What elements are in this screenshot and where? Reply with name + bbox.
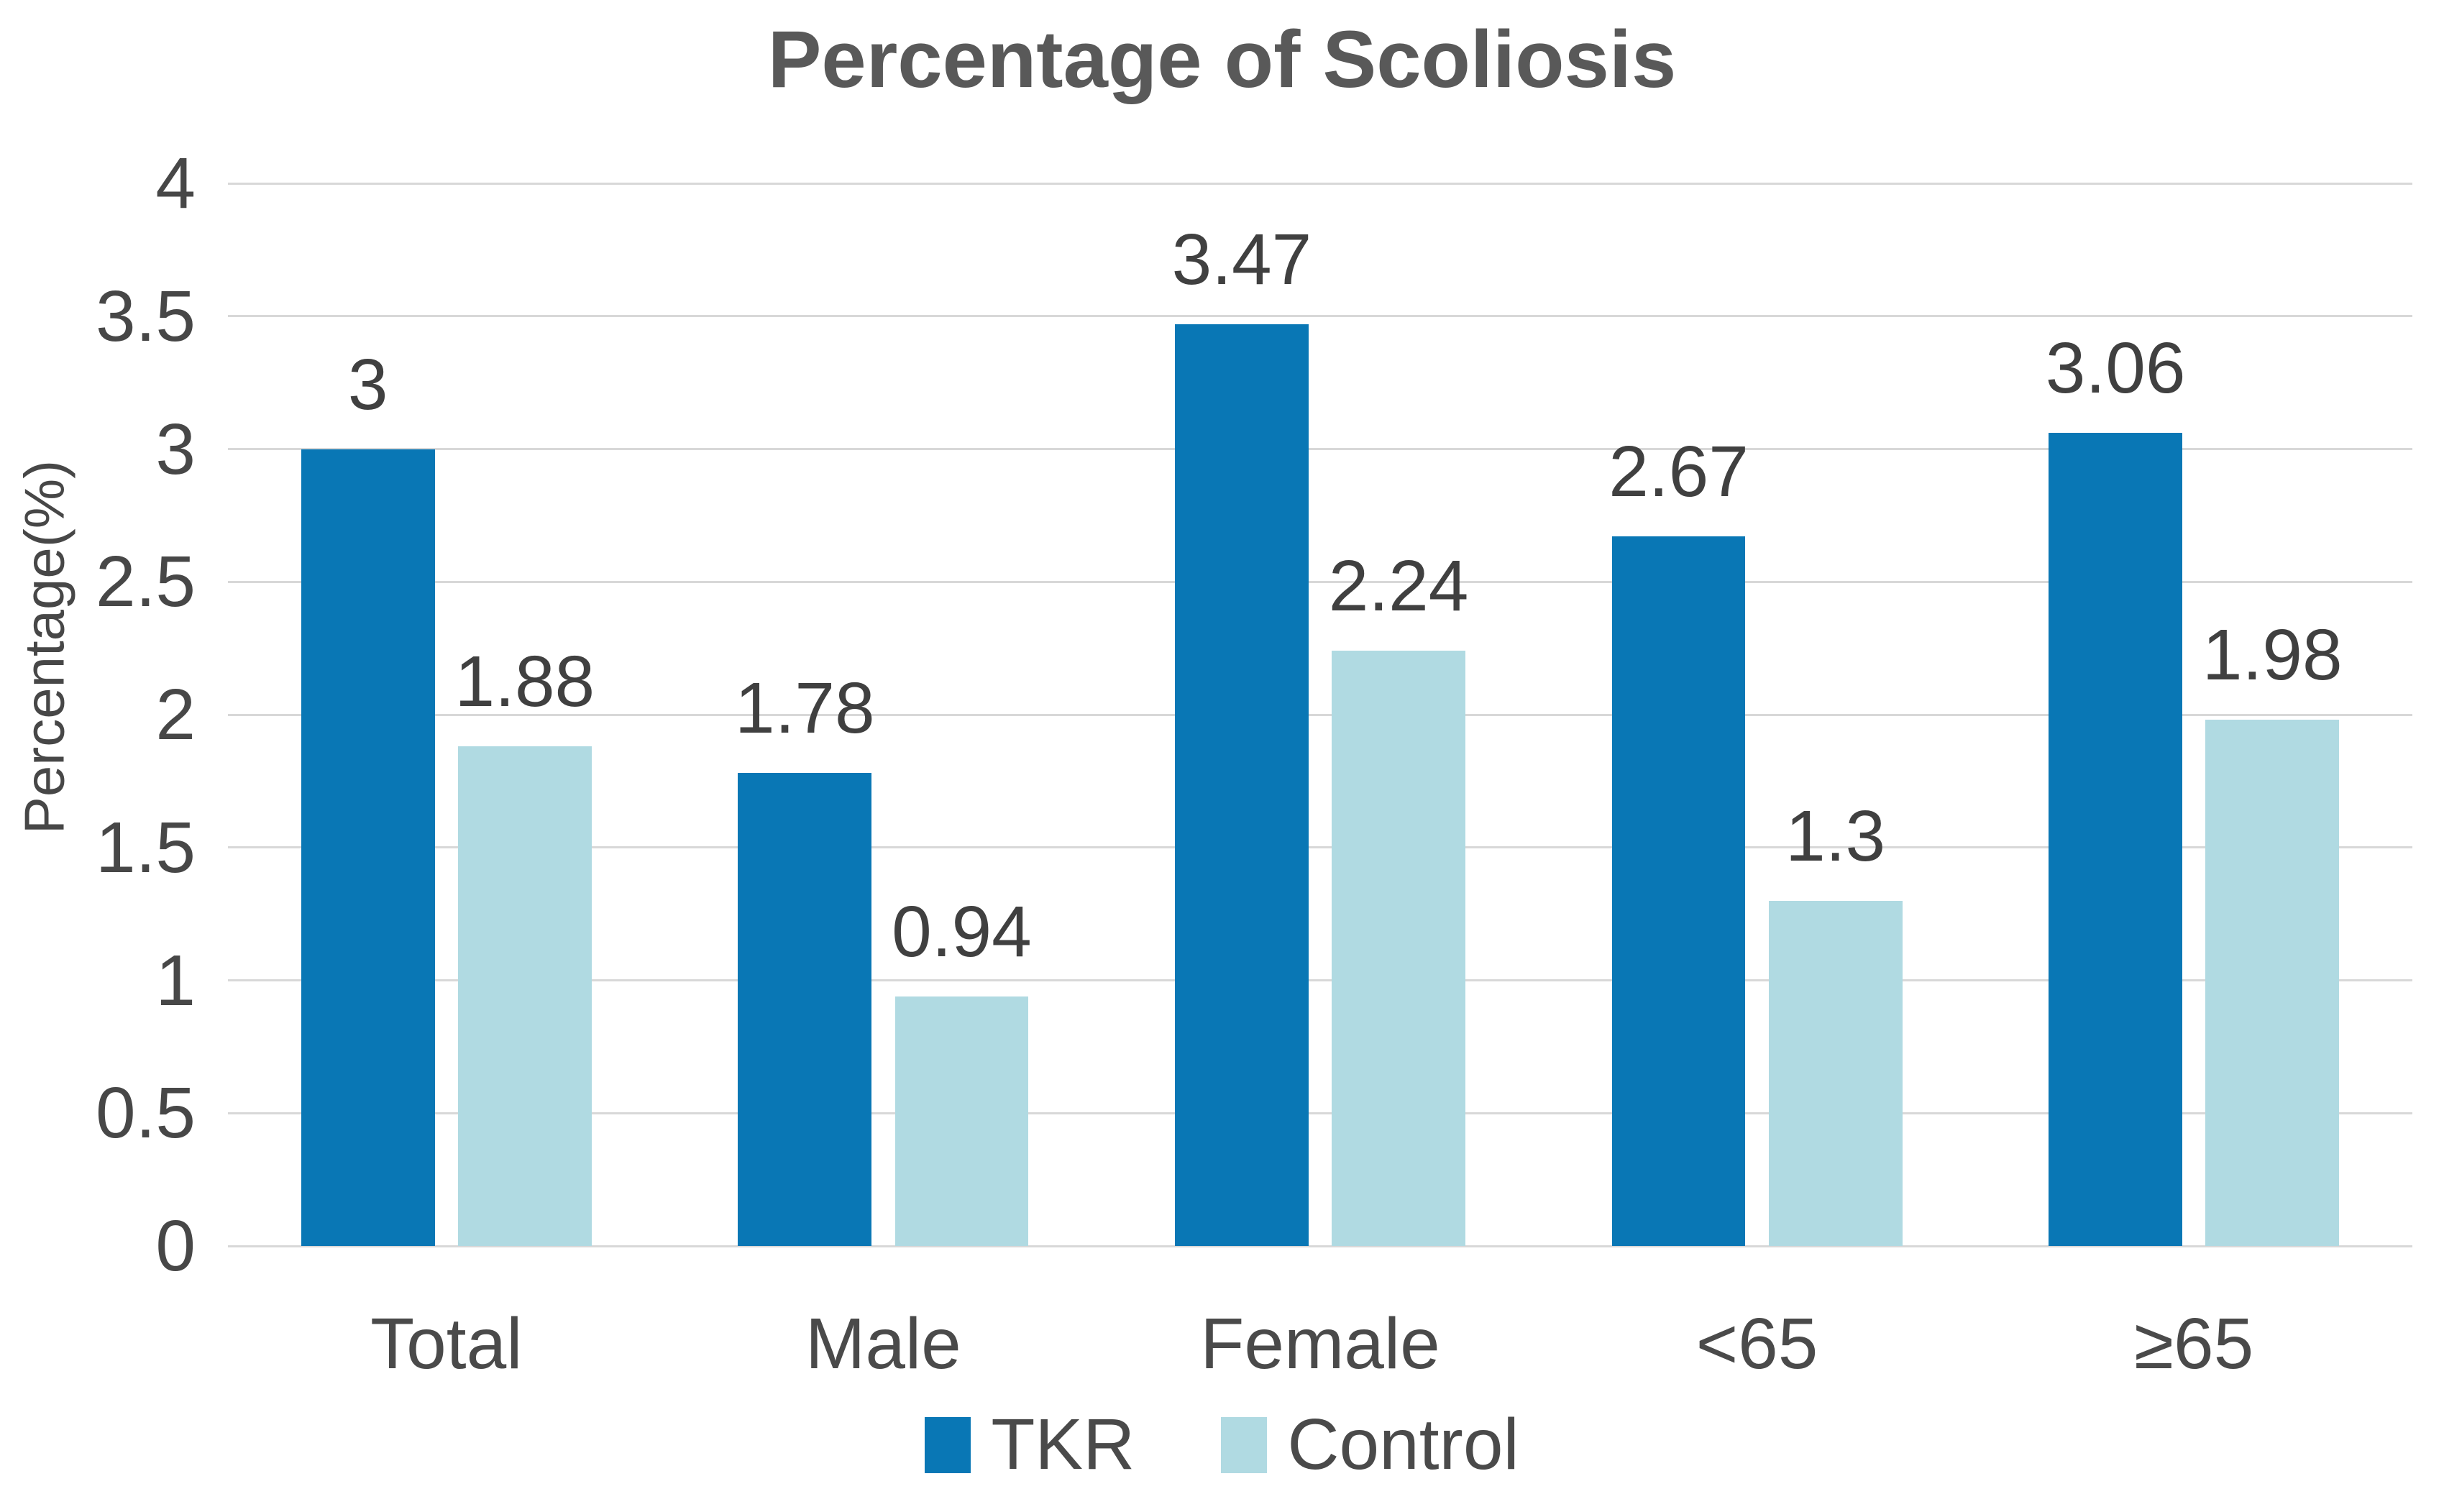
legend-label: TKR <box>991 1404 1135 1485</box>
category-label-≥65: ≥65 <box>2134 1303 2254 1384</box>
y-tick-label: 3 <box>155 408 196 490</box>
bar-control-male <box>894 996 1029 1246</box>
bar-control-female <box>1332 651 1466 1246</box>
legend: TKR Control <box>0 1403 2444 1486</box>
legend-swatch-control <box>1221 1416 1268 1473</box>
bar-tkr-<65 <box>1611 536 1746 1246</box>
y-tick-label: 3.5 <box>95 275 196 357</box>
category-label-male: Male <box>805 1303 961 1384</box>
y-tick-label: 1 <box>155 940 196 1021</box>
bar-tkr-male <box>738 773 872 1246</box>
gridline <box>228 1245 2412 1247</box>
gridline <box>228 979 2412 981</box>
gridline <box>228 315 2412 318</box>
bar-value-label: 2.67 <box>1608 431 1749 513</box>
bar-tkr-≥65 <box>2049 433 2183 1246</box>
category-label-female: Female <box>1200 1303 1440 1384</box>
y-tick-label: 0 <box>155 1206 196 1286</box>
y-axis-title: Percentage(%) <box>12 459 76 835</box>
y-tick-label: 2 <box>155 674 196 755</box>
gridline <box>228 182 2412 185</box>
bar-value-label: 3.47 <box>1171 219 1312 300</box>
bar-value-label: 0.94 <box>892 891 1032 972</box>
bar-control-≥65 <box>2205 720 2340 1246</box>
gridline <box>228 448 2412 450</box>
bar-value-label: 3 <box>347 344 388 425</box>
gridline <box>228 713 2412 716</box>
bar-value-label: 1.88 <box>454 641 595 723</box>
bar-control-total <box>457 746 592 1246</box>
legend-item-tkr: TKR <box>925 1403 1135 1486</box>
y-tick-label: 4 <box>155 143 196 224</box>
chart-title: Percentage of Scoliosis <box>767 14 1677 104</box>
bar-value-label: 1.78 <box>735 668 875 749</box>
category-label-<65: <65 <box>1695 1303 1818 1384</box>
gridline <box>228 580 2412 583</box>
gridline <box>228 1112 2412 1114</box>
bar-value-label: 1.3 <box>1785 795 1886 876</box>
bar-value-label: 3.06 <box>2045 328 2186 409</box>
gridline <box>228 846 2412 849</box>
y-tick-label: 2.5 <box>95 541 196 623</box>
bar-tkr-female <box>1174 324 1309 1246</box>
bar-tkr-total <box>301 449 435 1246</box>
category-label-total: Total <box>370 1303 523 1384</box>
legend-swatch-tkr <box>925 1416 971 1473</box>
bar-control-<65 <box>1768 900 1903 1246</box>
y-tick-label: 0.5 <box>95 1073 196 1154</box>
bar-value-label: 1.98 <box>2202 615 2343 696</box>
bar-value-label: 2.24 <box>1328 546 1469 627</box>
legend-item-control: Control <box>1221 1403 1519 1486</box>
plot-area: 3 1.88 1.78 0.94 3.47 2.24 2.67 1.3 3.06 1.98 <box>228 182 2412 1247</box>
legend-label: Control <box>1287 1404 1519 1485</box>
y-tick-label: 1.5 <box>95 807 196 888</box>
